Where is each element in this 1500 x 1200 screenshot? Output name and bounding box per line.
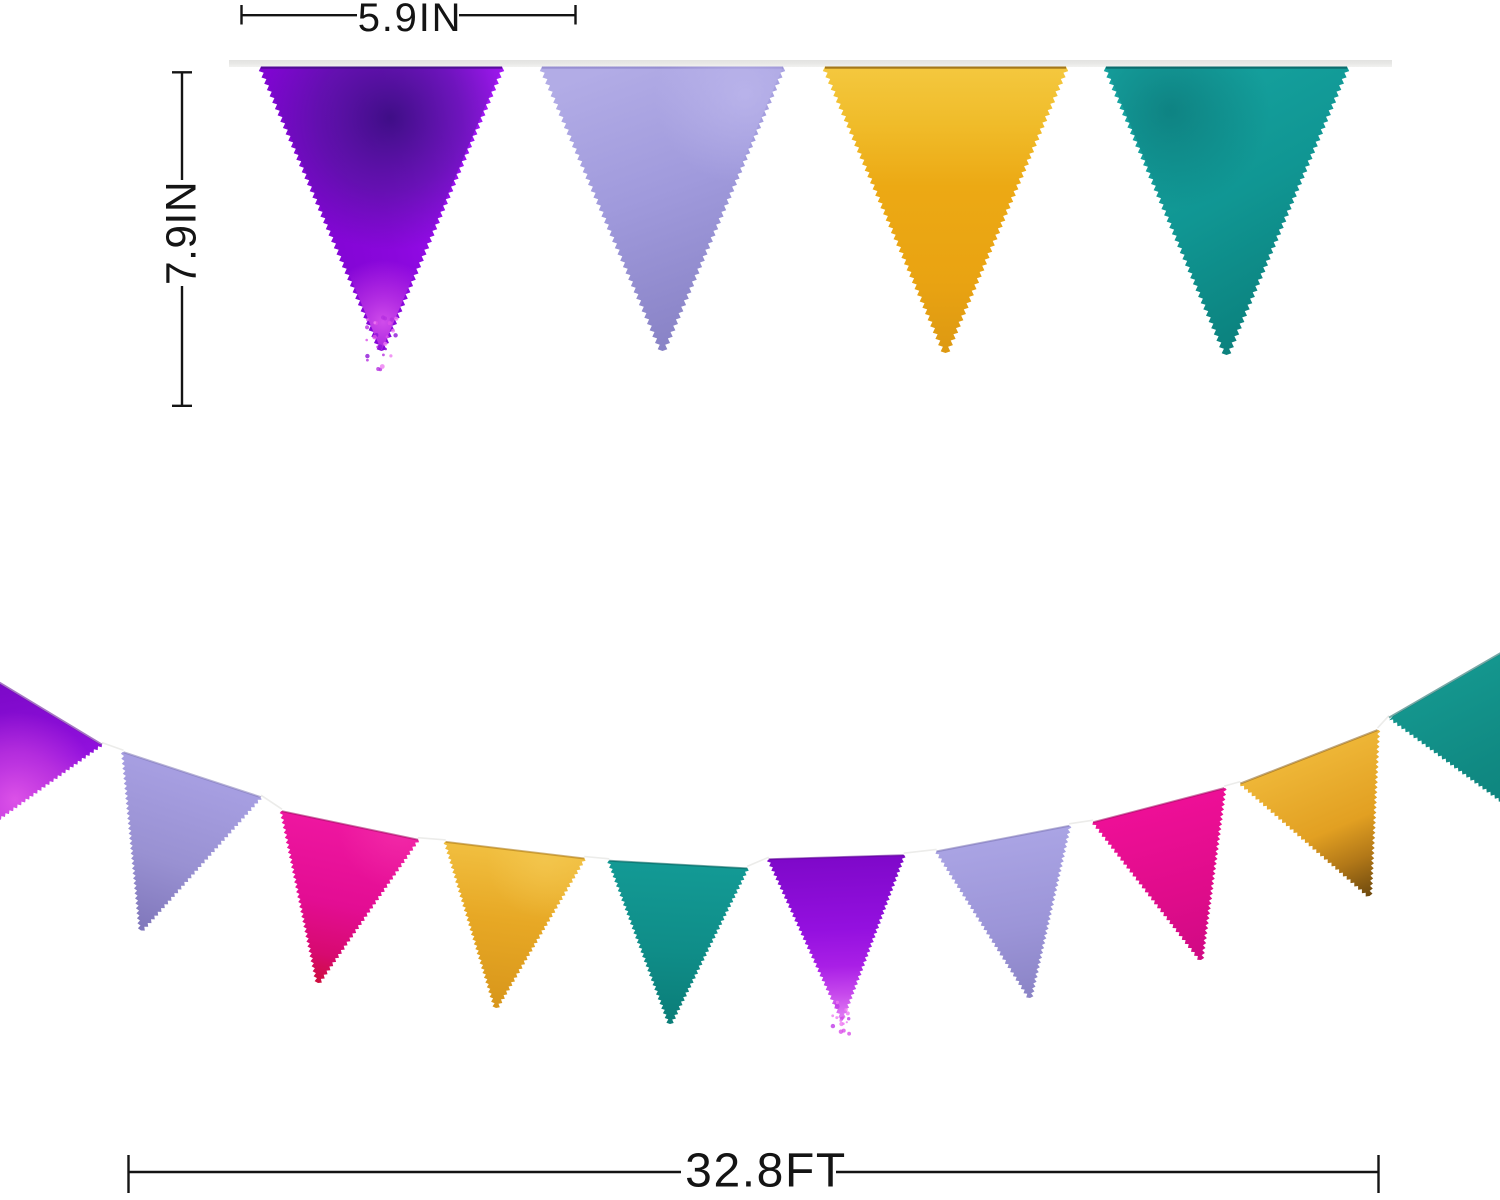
svg-text:7.9IN: 7.9IN — [159, 181, 206, 285]
svg-text:32.8FT: 32.8FT — [685, 1145, 847, 1196]
svg-text:5.9IN: 5.9IN — [358, 0, 463, 40]
